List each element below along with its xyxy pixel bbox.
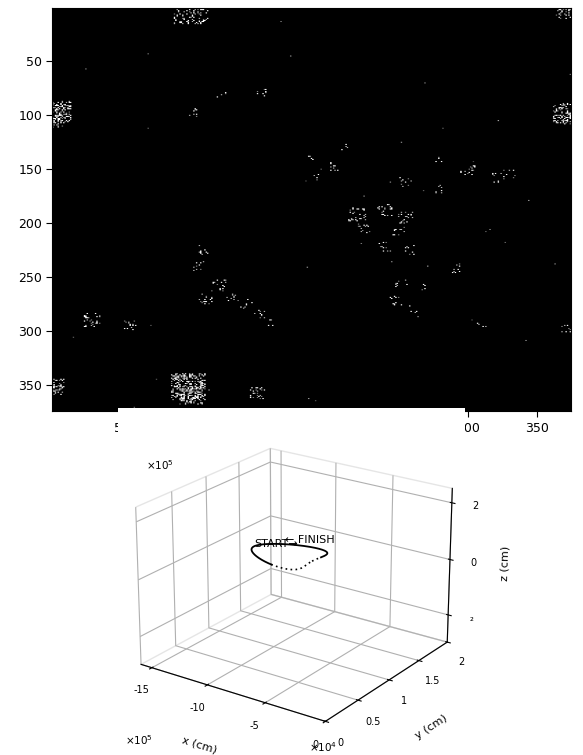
Y-axis label: y (cm): y (cm) [414,713,449,741]
Text: $\times10^4$: $\times10^4$ [309,740,337,753]
Text: $\times10^5$: $\times10^5$ [146,458,174,472]
X-axis label: x (cm): x (cm) [181,735,218,755]
Text: $\times10^5$: $\times10^5$ [125,733,153,747]
